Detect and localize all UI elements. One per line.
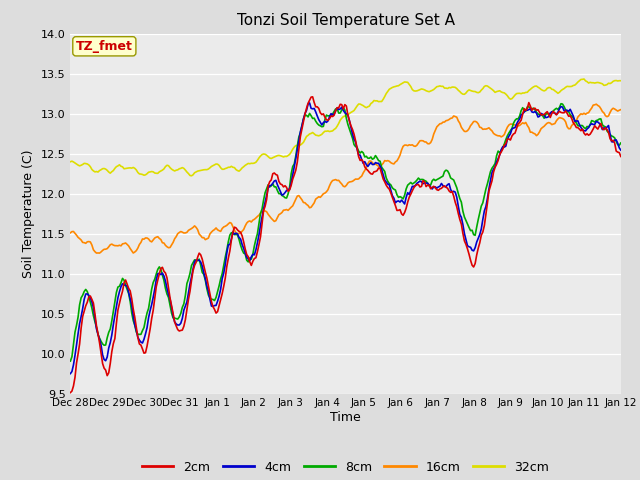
Text: TZ_fmet: TZ_fmet xyxy=(76,40,132,53)
Y-axis label: Soil Temperature (C): Soil Temperature (C) xyxy=(22,149,35,278)
Legend: 2cm, 4cm, 8cm, 16cm, 32cm: 2cm, 4cm, 8cm, 16cm, 32cm xyxy=(137,456,554,479)
X-axis label: Time: Time xyxy=(330,411,361,424)
Title: Tonzi Soil Temperature Set A: Tonzi Soil Temperature Set A xyxy=(237,13,454,28)
